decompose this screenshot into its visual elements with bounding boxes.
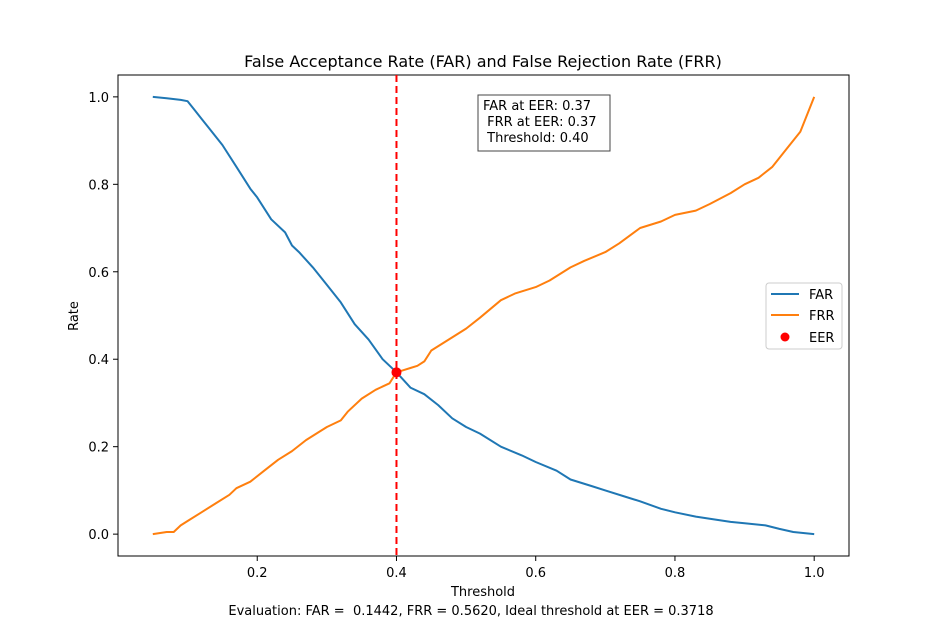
- plot-frame: [117, 74, 850, 557]
- y-axis-label: Rate: [67, 301, 82, 331]
- annotation-far: FAR at EER: 0.37: [483, 99, 591, 114]
- x-tick-label: 0.4: [386, 566, 407, 581]
- y-tick-label: 0.6: [88, 266, 109, 281]
- x-axis-label: Threshold: [450, 585, 515, 600]
- chart-title: False Acceptance Rate (FAR) and False Re…: [244, 52, 722, 71]
- annotation-frr: FRR at EER: 0.37: [483, 115, 597, 130]
- annotation-frame: [477, 94, 611, 152]
- series-line-frr: [152, 96, 816, 536]
- eer-annotation-box: FAR at EER: 0.37 FRR at EER: 0.37 Thresh…: [477, 94, 611, 152]
- series-layer: [152, 95, 816, 536]
- evaluation-footer: Evaluation: FAR = 0.1442, FRR = 0.5620, …: [228, 604, 713, 619]
- x-tick-label: 0.8: [665, 566, 686, 581]
- plot-area: 0.2 0.4 0.6 0.8 1.0 0.0 0.2 0.4 0.6 0.8 1.0: [88, 74, 850, 581]
- y-tick-label: 1.0: [88, 91, 109, 106]
- y-axis-ticks: 0.0 0.2 0.4 0.6 0.8 1.0: [88, 91, 118, 543]
- x-axis-ticks: 0.2 0.4 0.6 0.8 1.0: [247, 556, 825, 581]
- eer-point: [391, 367, 402, 378]
- x-tick-label: 1.0: [804, 566, 825, 581]
- y-tick-label: 0.8: [88, 178, 109, 193]
- y-tick-label: 0.0: [88, 528, 109, 543]
- y-tick-label: 0.4: [88, 353, 109, 368]
- legend-eer-swatch: [780, 332, 790, 342]
- x-tick-label: 0.6: [525, 566, 546, 581]
- legend-far-label: FAR: [809, 288, 833, 303]
- legend-frr-label: FRR: [809, 309, 835, 324]
- series-line-far: [152, 95, 815, 536]
- y-tick-label: 0.2: [88, 441, 109, 456]
- annotation-threshold: Threshold: 0.40: [483, 131, 589, 146]
- x-tick-label: 0.2: [247, 566, 268, 581]
- marker-layer: [391, 75, 402, 556]
- legend-eer-label: EER: [809, 331, 834, 346]
- legend: FAR FRR EER: [765, 282, 843, 350]
